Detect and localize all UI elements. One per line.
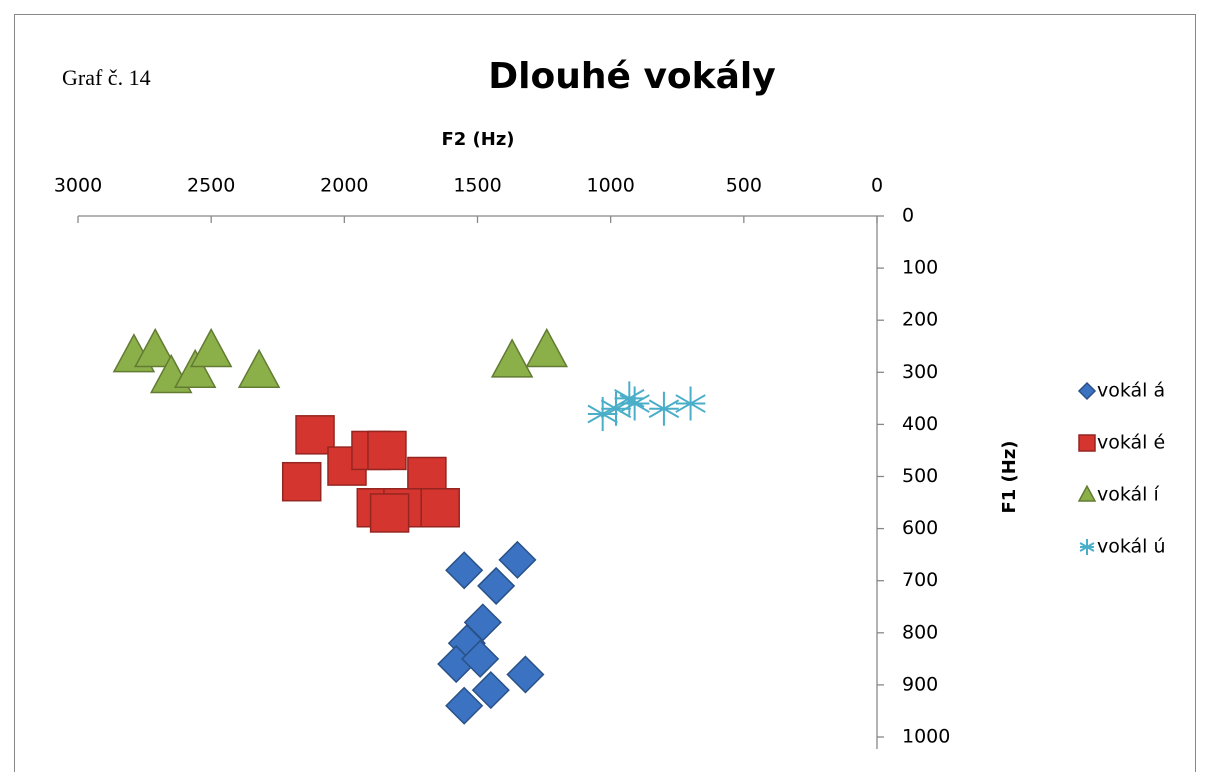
legend-label: vokál á: [1097, 380, 1165, 402]
y-tick-label: 0: [902, 205, 914, 227]
point: [675, 386, 706, 421]
y-axis-label: F1 (Hz): [999, 440, 1020, 513]
chart-annotation: Graf č. 14: [62, 65, 151, 90]
y-tick-label: 300: [902, 361, 938, 383]
legend-marker: [1077, 381, 1097, 401]
point: [420, 488, 460, 528]
y-tick-label: 400: [902, 413, 938, 435]
point: [587, 396, 618, 431]
y-tick-label: 600: [902, 517, 938, 539]
y-tick-label: 700: [902, 569, 938, 591]
point: [477, 566, 516, 605]
y-tick-label: 900: [902, 673, 938, 695]
point: [525, 327, 569, 368]
chart-title: Dlouhé vokály: [488, 56, 775, 97]
point: [461, 639, 500, 678]
x-tick-label: 1500: [453, 175, 501, 197]
point: [173, 348, 217, 389]
x-tick-label: 1000: [586, 175, 634, 197]
y-tick-label: 100: [902, 257, 938, 279]
y-tick-label: 1000: [902, 726, 950, 748]
x-tick-label: 3000: [54, 175, 102, 197]
point: [445, 551, 484, 590]
legend-label: vokál í: [1097, 484, 1159, 506]
y-tick-label: 500: [902, 465, 938, 487]
point: [281, 461, 322, 502]
point: [490, 338, 534, 378]
point: [367, 430, 407, 471]
legend-label: vokál ú: [1097, 536, 1166, 558]
chart-frame: [14, 14, 1196, 772]
point: [369, 493, 410, 533]
point: [133, 327, 177, 368]
x-tick-label: 2500: [187, 175, 235, 197]
point: [471, 671, 510, 710]
x-tick-label: 0: [871, 175, 883, 197]
legend-marker: [1078, 434, 1096, 452]
point: [445, 686, 484, 725]
point: [619, 386, 650, 421]
y-tick-label: 200: [902, 309, 938, 331]
point: [614, 381, 645, 416]
point: [189, 327, 233, 368]
point: [237, 348, 281, 389]
point: [506, 655, 545, 694]
x-tick-label: 2000: [320, 175, 368, 197]
point: [498, 540, 537, 579]
x-tick-label: 500: [726, 175, 762, 197]
x-axis-label: F2 (Hz): [441, 129, 514, 150]
y-tick-label: 800: [902, 621, 938, 643]
legend-label: vokál é: [1097, 432, 1165, 454]
point: [648, 391, 680, 426]
legend-marker: [1077, 484, 1097, 502]
legend-marker: [1079, 539, 1095, 555]
point: [600, 391, 632, 426]
